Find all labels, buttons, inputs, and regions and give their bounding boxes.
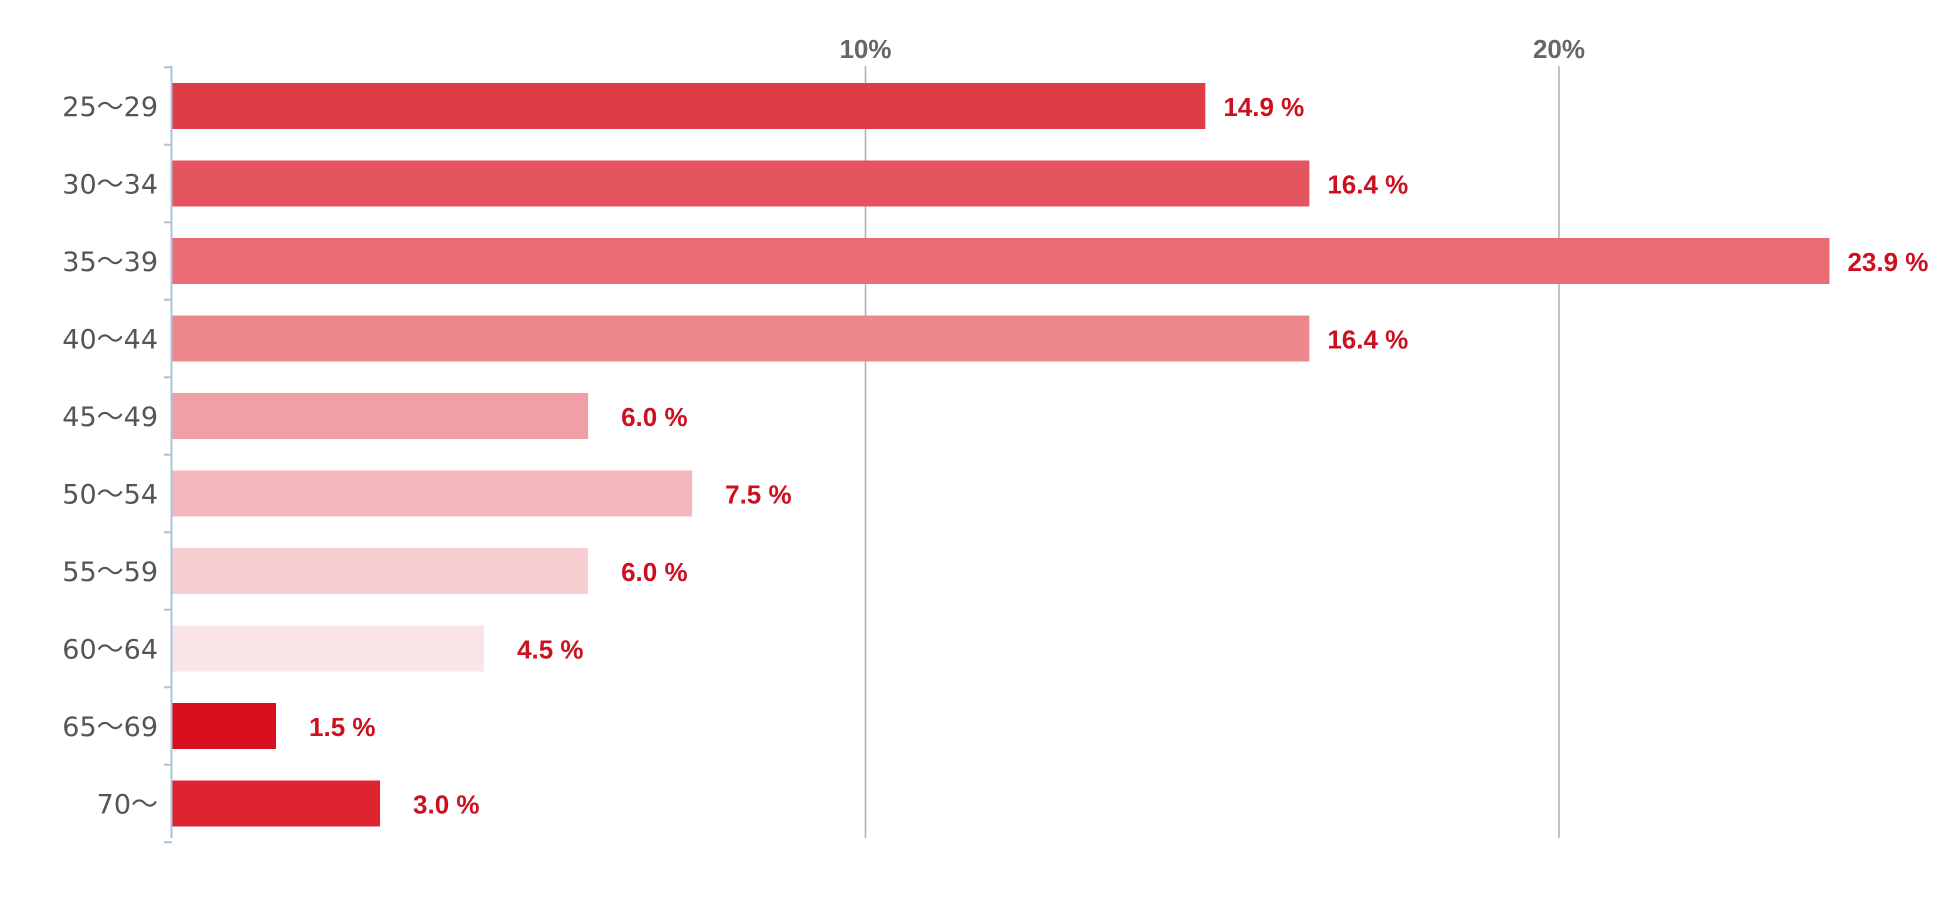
value-label: 16.4 %	[1327, 325, 1408, 355]
category-label: 40〜44	[62, 325, 158, 356]
bar-55〜59	[172, 548, 589, 594]
value-label: 23.9 %	[1847, 247, 1928, 277]
value-label: 1.5 %	[309, 712, 376, 742]
value-label: 6.0 %	[621, 402, 688, 432]
bar-65〜69	[172, 703, 277, 749]
bar-40〜44	[172, 315, 1310, 362]
category-label: 35〜39	[62, 247, 158, 278]
y-axis	[164, 66, 173, 844]
x-tick-label-20: 20%	[1533, 34, 1585, 64]
category-label: 65〜69	[62, 712, 158, 743]
category-labels: 25〜29 30〜34 35〜39 40〜44 45〜49 50〜54 55〜59 60〜64…	[62, 92, 158, 821]
value-label: 6.0 %	[621, 557, 688, 587]
bar-25〜29	[172, 83, 1206, 129]
value-label: 3.0 %	[413, 790, 480, 820]
category-label: 70〜	[97, 790, 158, 821]
value-labels: 14.9 % 16.4 % 23.9 % 16.4 % 6.0 % 7.5 % 6.0 % 4…	[309, 92, 1928, 820]
category-label: 30〜34	[62, 170, 158, 201]
bar-60〜64	[172, 625, 485, 672]
value-label: 4.5 %	[517, 635, 584, 665]
category-label: 55〜59	[62, 557, 158, 588]
bar-70〜	[172, 780, 381, 827]
category-label: 60〜64	[62, 635, 158, 666]
bar-30〜34	[172, 160, 1310, 207]
value-label: 14.9 %	[1223, 92, 1304, 122]
bar-50〜54	[172, 470, 693, 517]
value-label: 7.5 %	[725, 480, 792, 510]
bar-45〜49	[172, 393, 589, 439]
x-tick-label-10: 10%	[839, 34, 891, 64]
bar-35〜39	[172, 238, 1830, 284]
bars	[172, 83, 1830, 827]
category-label: 45〜49	[62, 402, 158, 433]
category-label: 50〜54	[62, 480, 158, 511]
x-tick-labels: 10% 20%	[839, 34, 1585, 64]
value-label: 16.4 %	[1327, 170, 1408, 200]
category-label: 25〜29	[62, 92, 158, 123]
